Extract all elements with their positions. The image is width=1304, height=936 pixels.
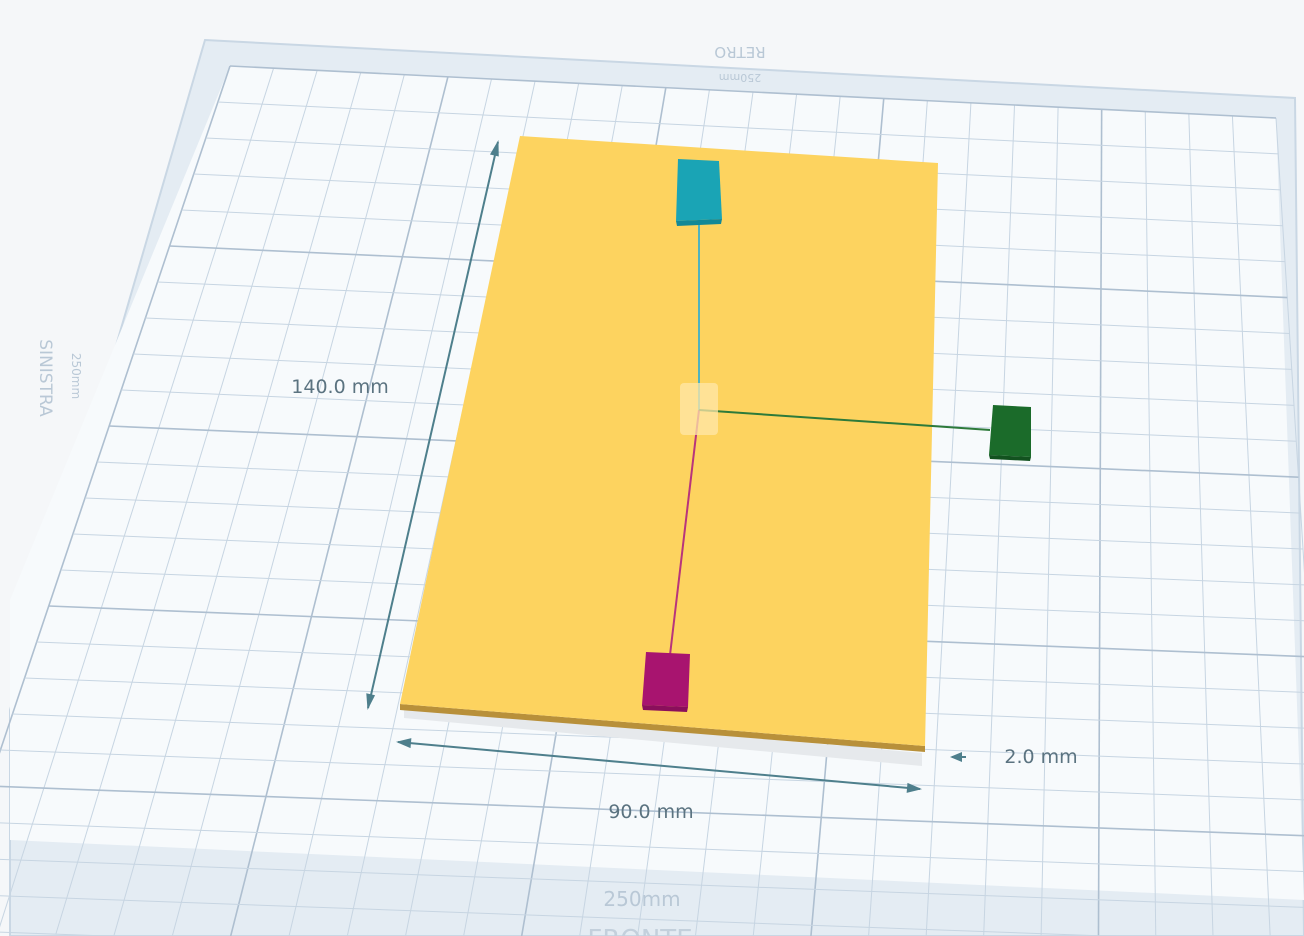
box-shape[interactable] xyxy=(400,136,938,746)
right-resize-handle[interactable] xyxy=(989,405,1031,461)
box-shadow xyxy=(404,707,922,766)
left-label: SINISTRA xyxy=(35,339,55,417)
grid-line xyxy=(0,785,1304,837)
box-side-edge xyxy=(400,704,925,752)
bottom-resize-handle[interactable] xyxy=(642,652,690,712)
grid-line xyxy=(229,65,1277,119)
height-label[interactable]: 2.0 mm xyxy=(1004,746,1077,768)
width-dimension: 90.0 mm xyxy=(396,738,922,823)
top-resize-handle[interactable] xyxy=(676,159,722,226)
right-handle-line xyxy=(698,409,991,431)
front-size-label: 250mm xyxy=(603,887,680,911)
bottom-handle-line xyxy=(669,409,700,656)
length-label[interactable]: 140.0 mm xyxy=(291,376,388,398)
grid-line xyxy=(0,858,1304,908)
width-label[interactable]: 90.0 mm xyxy=(608,801,693,823)
height-dimension: 2.0 mm xyxy=(950,746,1078,768)
center-handle[interactable] xyxy=(680,383,718,435)
grid-line xyxy=(0,749,1304,801)
length-dimension: 140.0 mm xyxy=(291,140,499,710)
back-label: RETRO xyxy=(714,43,765,61)
left-size-label: 250mm xyxy=(69,353,83,399)
back-size-label: 250mm xyxy=(719,71,761,84)
grid-line xyxy=(0,822,1304,873)
front-label: FRONTE xyxy=(587,925,692,936)
grid-line xyxy=(217,101,1279,155)
